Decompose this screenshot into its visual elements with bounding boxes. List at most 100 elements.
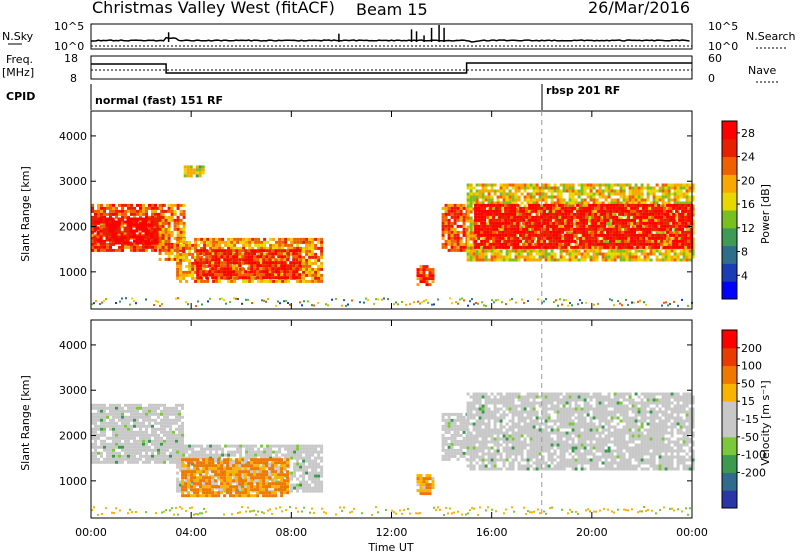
data-cell bbox=[145, 248, 148, 252]
data-cell bbox=[94, 418, 97, 422]
data-cell bbox=[245, 240, 249, 244]
data-cell bbox=[320, 243, 324, 247]
data-cell bbox=[106, 424, 109, 428]
data-cell bbox=[688, 201, 692, 205]
clutter-point bbox=[95, 300, 97, 303]
data-cell bbox=[502, 192, 506, 196]
data-cell bbox=[639, 239, 643, 243]
data-cell bbox=[498, 245, 502, 249]
data-cell bbox=[646, 192, 650, 196]
data-cell bbox=[501, 233, 505, 237]
data-cell bbox=[645, 206, 649, 210]
data-cell bbox=[486, 236, 490, 240]
clutter-point bbox=[469, 300, 471, 303]
data-cell bbox=[480, 215, 484, 219]
data-cell bbox=[136, 421, 139, 425]
data-cell bbox=[136, 412, 139, 416]
data-cell bbox=[534, 245, 538, 249]
data-cell bbox=[504, 206, 508, 210]
data-cell bbox=[94, 403, 97, 407]
data-cell bbox=[664, 243, 668, 247]
data-cell bbox=[105, 220, 109, 224]
data-cell bbox=[257, 240, 261, 244]
data-cell bbox=[585, 227, 589, 231]
data-cell bbox=[534, 242, 538, 246]
data-cell bbox=[133, 406, 136, 410]
data-cell bbox=[495, 242, 499, 246]
data-cell bbox=[103, 430, 106, 434]
data-cell bbox=[598, 249, 602, 253]
data-cell bbox=[582, 215, 586, 219]
data-cell bbox=[580, 189, 584, 193]
data-cell bbox=[154, 227, 157, 231]
data-cell bbox=[112, 409, 115, 413]
data-cell bbox=[91, 248, 94, 252]
data-cell bbox=[601, 252, 605, 256]
data-cell bbox=[172, 418, 175, 422]
data-cell bbox=[688, 189, 692, 193]
data-cell bbox=[631, 192, 635, 196]
data-cell bbox=[447, 209, 451, 213]
data-cell bbox=[469, 246, 473, 250]
data-cell bbox=[124, 233, 127, 237]
data-cell bbox=[278, 240, 282, 244]
data-cell bbox=[535, 186, 539, 190]
data-cell bbox=[199, 267, 203, 271]
data-cell bbox=[466, 225, 470, 229]
data-cell bbox=[259, 264, 263, 268]
data-cell bbox=[493, 255, 497, 259]
data-cell bbox=[612, 236, 616, 240]
data-cell bbox=[513, 209, 517, 213]
data-cell bbox=[642, 239, 646, 243]
data-cell bbox=[226, 273, 230, 277]
data-cell bbox=[495, 245, 499, 249]
data-cell bbox=[640, 186, 644, 190]
data-cell bbox=[559, 192, 563, 196]
data-cell bbox=[97, 403, 100, 407]
data-cell bbox=[648, 245, 652, 249]
data-cell bbox=[603, 236, 607, 240]
data-cell bbox=[182, 203, 186, 207]
data-cell bbox=[138, 241, 142, 245]
data-cell bbox=[570, 233, 574, 237]
data-cell bbox=[106, 421, 109, 425]
data-cell bbox=[678, 206, 682, 210]
data-cell bbox=[555, 245, 559, 249]
data-cell bbox=[182, 249, 186, 253]
data-cell bbox=[91, 209, 94, 213]
data-cell bbox=[179, 255, 183, 259]
clutter-point bbox=[569, 302, 571, 304]
data-cell bbox=[597, 215, 601, 219]
data-cell bbox=[657, 206, 661, 210]
data-cell bbox=[472, 198, 476, 202]
data-cell bbox=[549, 218, 553, 222]
data-cell bbox=[630, 239, 634, 243]
data-cell bbox=[111, 238, 115, 242]
data-cell bbox=[311, 240, 315, 244]
data-cell bbox=[670, 183, 674, 187]
data-cell bbox=[112, 242, 115, 246]
data-cell bbox=[121, 424, 124, 428]
data-cell bbox=[154, 215, 157, 219]
data-cell bbox=[513, 242, 517, 246]
data-cell bbox=[185, 258, 189, 262]
data-cell bbox=[543, 230, 547, 234]
data-cell bbox=[640, 201, 644, 205]
clutter-point bbox=[187, 303, 189, 306]
data-cell bbox=[511, 258, 515, 262]
data-cell bbox=[425, 268, 429, 272]
data-cell bbox=[242, 240, 246, 244]
data-cell bbox=[220, 252, 224, 256]
data-cell bbox=[675, 233, 679, 237]
data-cell bbox=[97, 230, 100, 234]
data-cell bbox=[508, 195, 512, 199]
data-cell bbox=[510, 206, 514, 210]
data-cell bbox=[277, 276, 281, 280]
data-cell bbox=[523, 249, 527, 253]
data-cell bbox=[661, 186, 665, 190]
data-cell bbox=[591, 233, 595, 237]
data-cell bbox=[136, 445, 139, 449]
data-cell bbox=[206, 243, 210, 247]
data-cell bbox=[580, 198, 584, 202]
data-cell bbox=[175, 412, 178, 416]
